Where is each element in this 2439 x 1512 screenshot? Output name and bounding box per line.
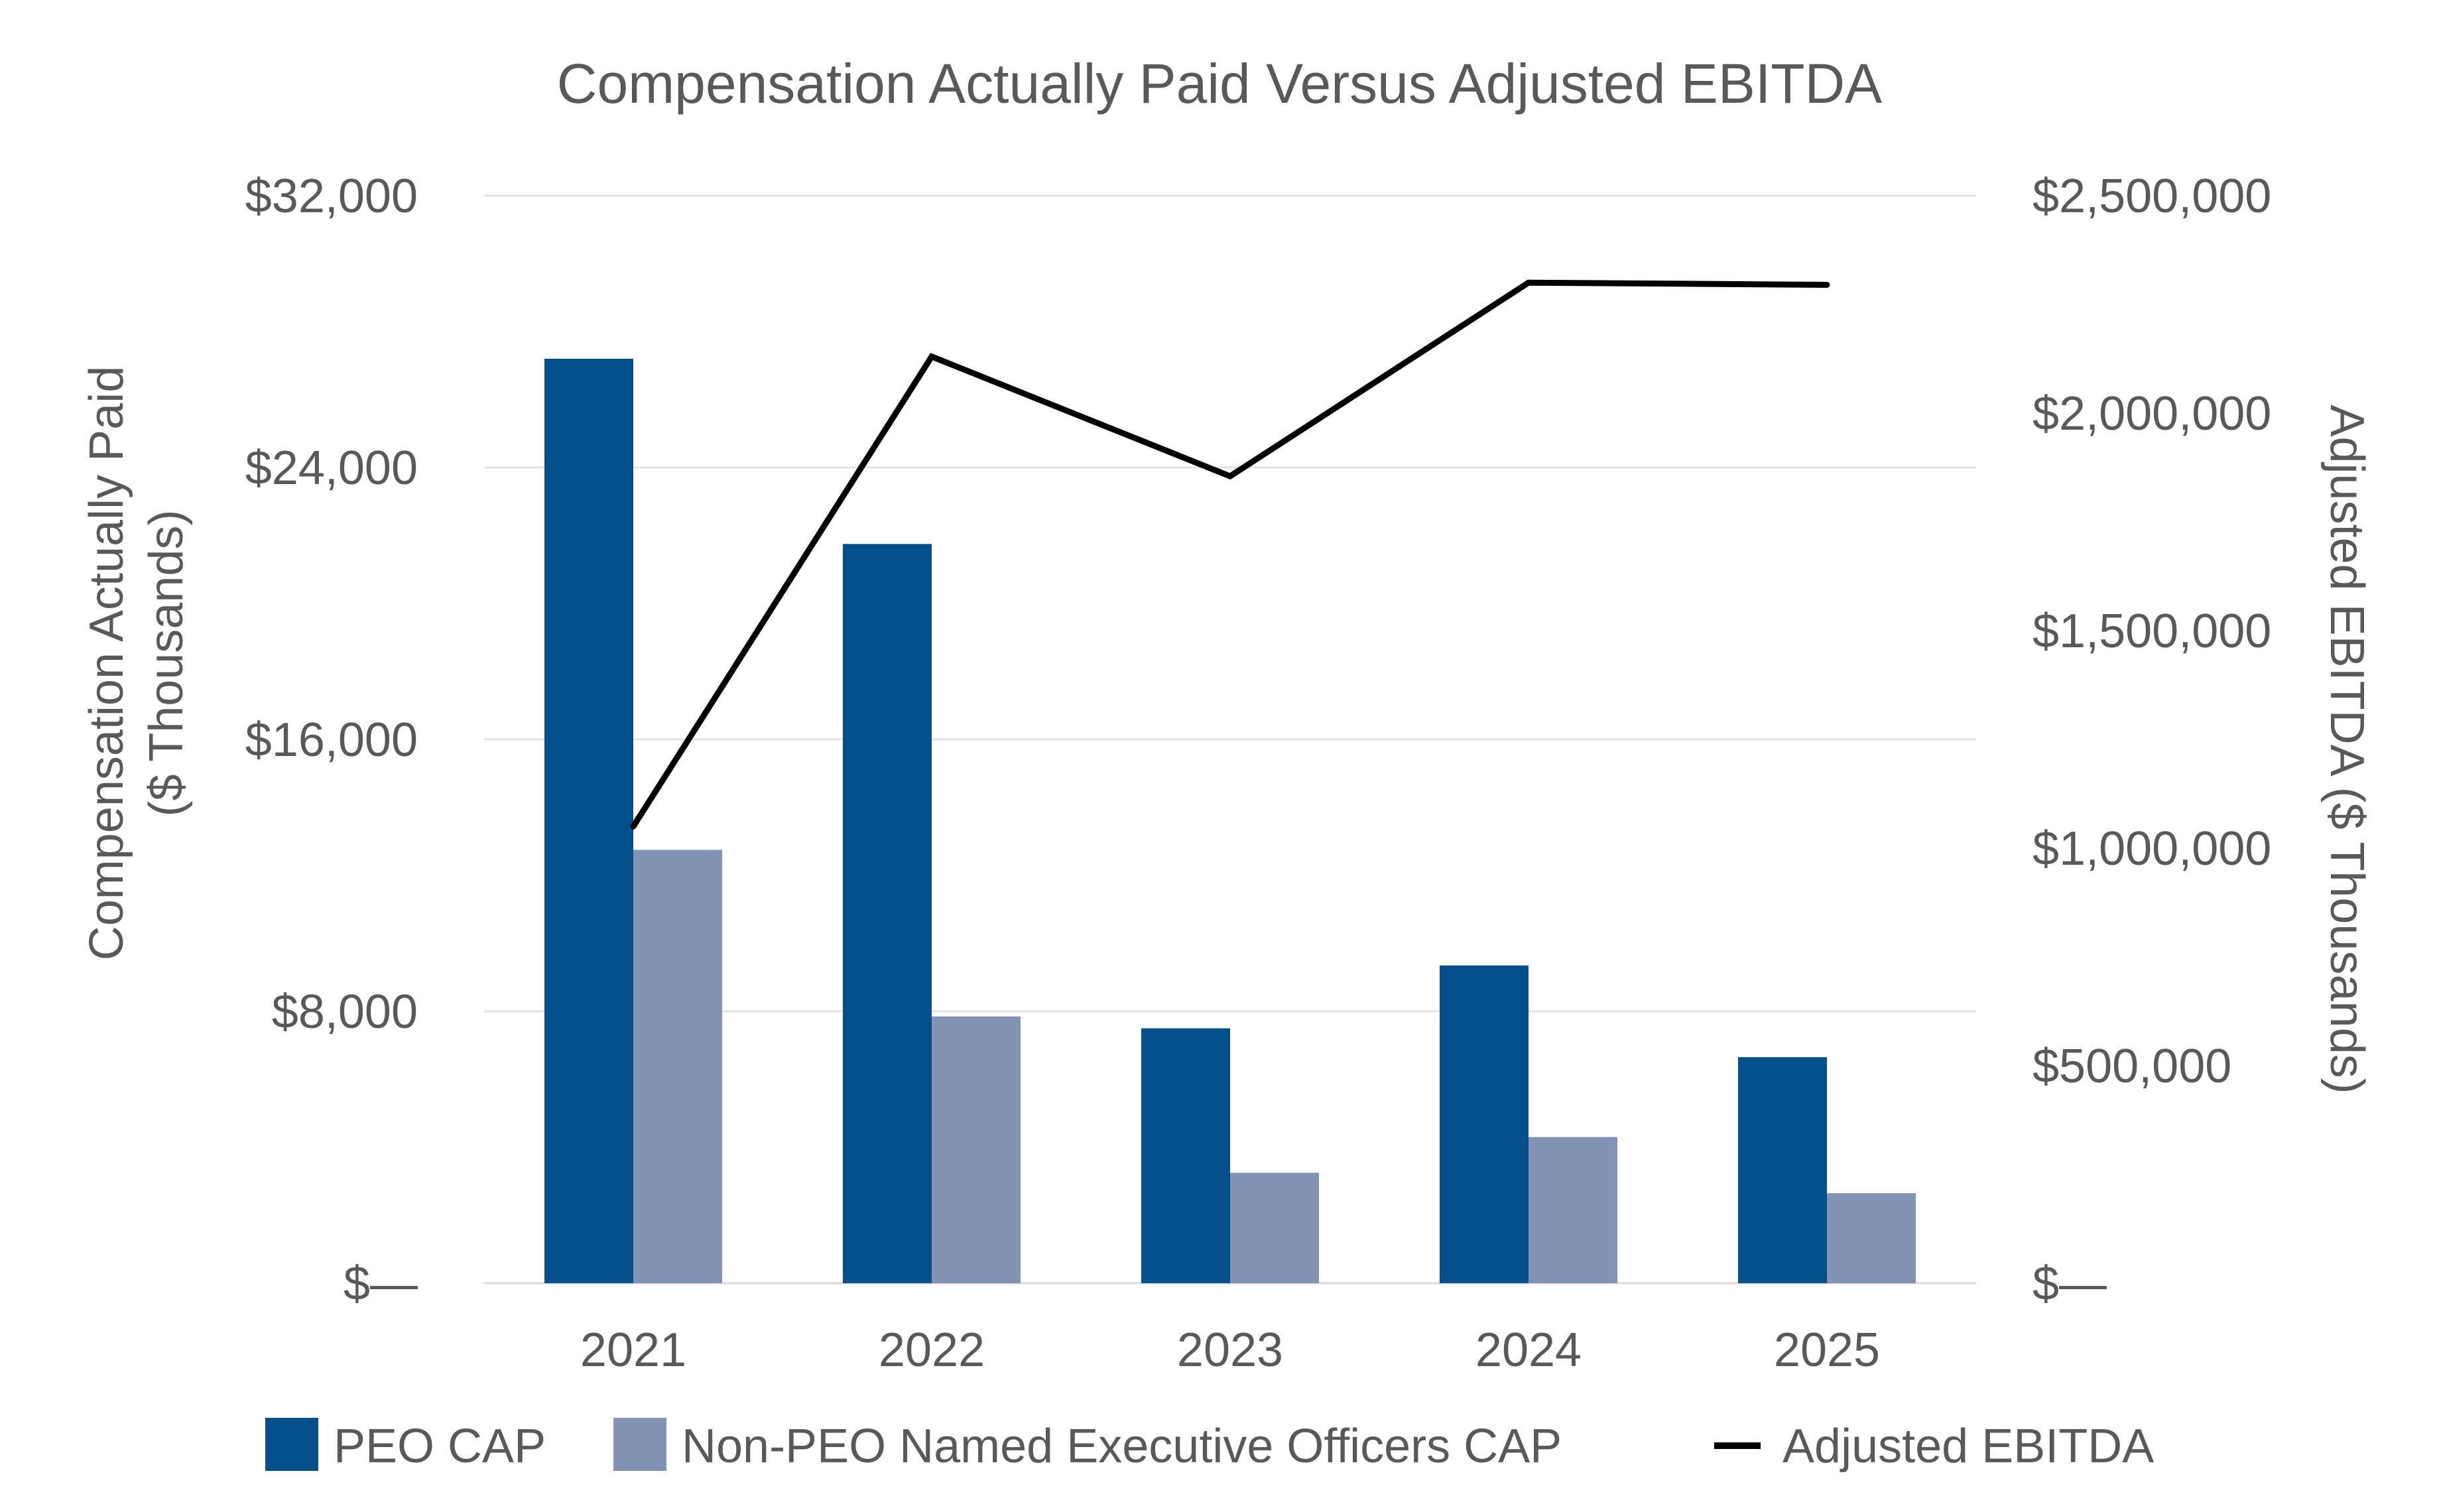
bar-peo-cap [544,359,633,1283]
gridlines [484,194,1976,1285]
right-tick-label: $1,000,000 [2033,822,2271,875]
bar-peo-cap [843,544,932,1283]
right-tick-label: $2,000,000 [2033,387,2271,440]
right-tick-label: $1,500,000 [2033,605,2271,658]
bar-non-peo-cap [1827,1193,1916,1283]
x-tick-label: 2021 [580,1324,686,1377]
right-axis-title: Adjusted EBITDA ($ Thousands) [2320,405,2373,1094]
left-axis-ticks: $— $8,000 $16,000 $24,000 $32,000 [245,170,418,1310]
bar-non-peo-cap [633,850,722,1283]
bar-non-peo-cap [932,1016,1021,1283]
bar-non-peo-cap [1529,1137,1617,1283]
line-adjusted-ebitda [631,279,1828,828]
legend-label-peo-cap: PEO CAP [334,1420,546,1473]
legend-label-adjusted-ebitda: Adjusted EBITDA [1782,1420,2154,1473]
x-tick-label: 2022 [879,1324,985,1377]
bar-peo-cap [1738,1057,1827,1283]
left-tick-label: $— [344,1257,418,1310]
right-axis-ticks: $— $500,000 $1,000,000 $1,500,000 $2,000,000… [2033,170,2271,1310]
x-tick-label: 2025 [1774,1324,1880,1377]
legend: PEO CAP Non-PEO Named Executive Officers… [265,1418,2154,1473]
left-tick-label: $24,000 [245,442,418,495]
x-tick-label: 2023 [1177,1324,1283,1377]
legend-swatch-peo-cap [265,1418,318,1471]
point-adjusted-ebitda [1227,473,1233,479]
point-adjusted-ebitda [630,823,637,830]
bar-non-peo-cap [1230,1172,1319,1283]
x-axis-ticks: 2021 2022 2023 2024 2025 [580,1324,1880,1377]
bar-peo-cap [1440,965,1529,1283]
bar-peo-cap [1141,1028,1230,1283]
chart-title: Compensation Actually Paid Versus Adjust… [557,52,1882,115]
right-tick-label: $2,500,000 [2033,170,2271,223]
legend-swatch-non-peo-cap [613,1418,666,1471]
point-adjusted-ebitda [1824,281,1830,288]
bars [544,359,1916,1283]
point-adjusted-ebitda [928,353,935,360]
right-tick-label: $500,000 [2033,1040,2231,1093]
right-tick-label: $— [2033,1257,2107,1310]
left-tick-label: $8,000 [272,985,418,1039]
left-tick-label: $32,000 [245,170,418,223]
ebitda-line-layer [630,279,1830,830]
left-axis-title-line2: ($ Thousands) [140,510,193,817]
point-adjusted-ebitda [1525,279,1532,286]
legend-label-non-peo-cap: Non-PEO Named Executive Officers CAP [682,1420,1562,1473]
left-tick-label: $16,000 [245,714,418,767]
x-tick-label: 2024 [1475,1324,1582,1377]
left-axis-title-line1: Compensation Actually Paid [80,366,133,961]
